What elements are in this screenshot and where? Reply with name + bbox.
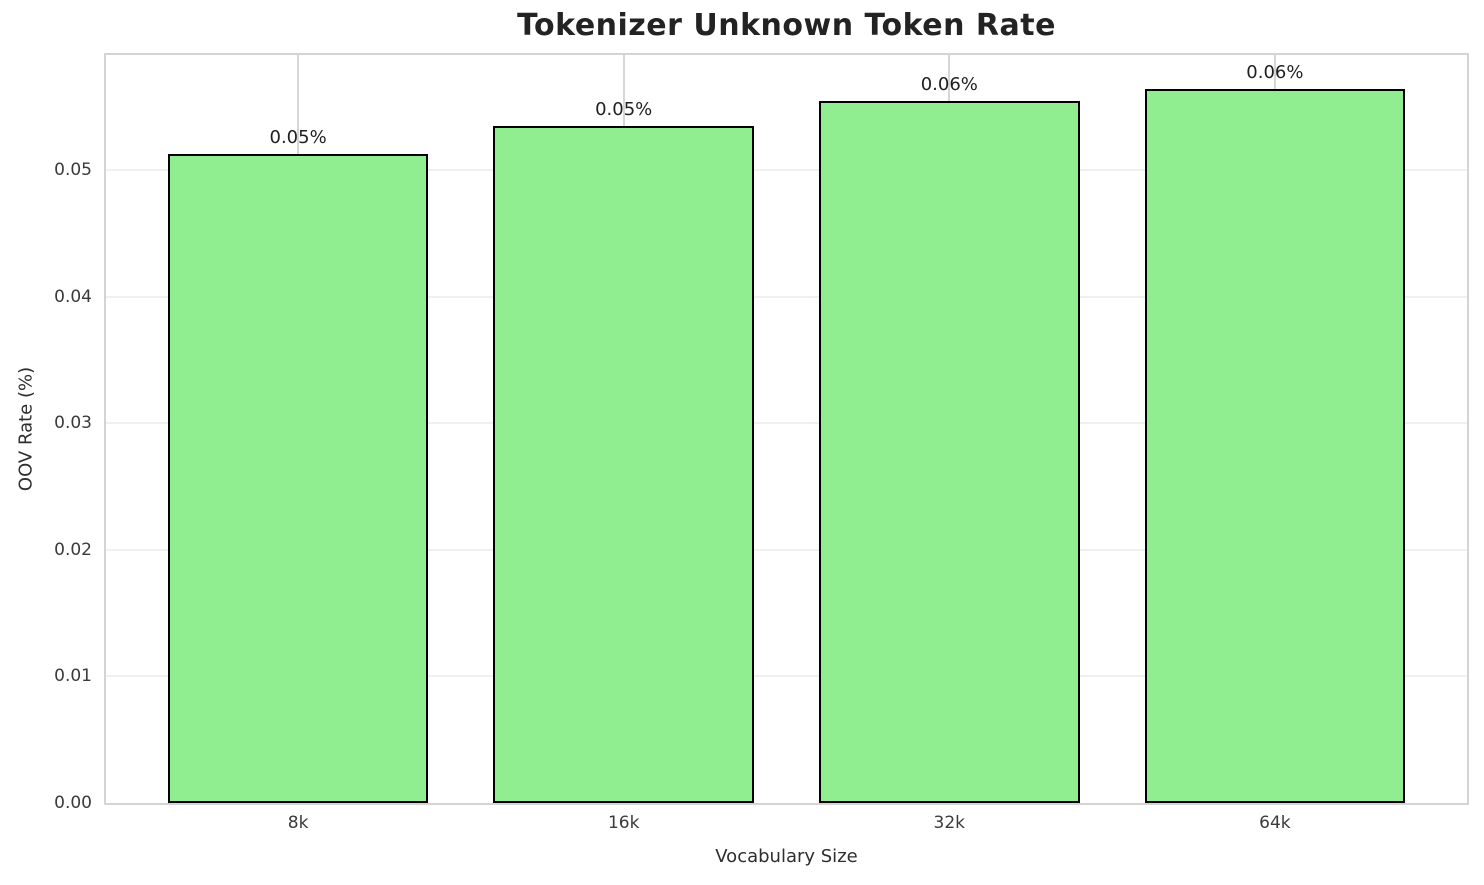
y-tick-label: 0.03 [54,413,92,434]
bar-64k [1144,89,1406,803]
y-axis-title: OOV Rate (%) [15,366,37,492]
x-tick-label-64k: 64k [1259,813,1291,833]
bar-value-label: 0.05% [269,126,327,148]
y-gridline [106,548,1467,551]
y-tick-label: 0.02 [54,539,92,560]
bar-8k [167,153,429,803]
y-tick-label: 0.05 [54,160,92,181]
x-tick-label-8k: 8k [287,813,309,833]
chart-title: Tokenizer Unknown Token Rate [517,8,1056,43]
bar-16k [493,125,754,803]
x-tick-label-16k: 16k [607,813,640,833]
bar-value-label: 0.05% [595,98,653,120]
bar-32k [819,100,1080,803]
y-gridline [106,422,1467,425]
y-gridline [106,295,1467,298]
x-axis-title: Vocabulary Size [715,846,858,867]
plot-area: 0.00 0.01 0.02 0.03 0.04 0.05 0.05% 8k 0.05% 16k 0… [54,53,1469,833]
bar-value-label: 0.06% [920,73,978,95]
bar-value-label: 0.06% [1246,62,1304,84]
y-gridline [106,675,1467,678]
x-tick-label-32k: 32k [933,813,966,833]
y-gridline [106,169,1467,172]
y-tick-label: 0.04 [54,286,92,307]
y-tick-label: 0.00 [54,793,92,813]
y-tick-label: 0.01 [54,666,92,687]
